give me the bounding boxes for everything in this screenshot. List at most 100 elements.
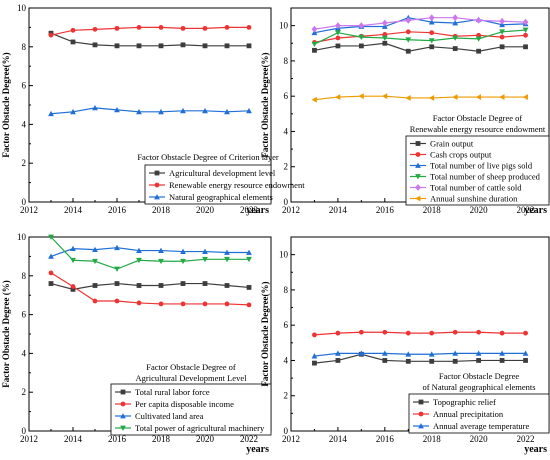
data-point: [499, 34, 505, 40]
data-point: [522, 94, 528, 100]
legend-marker: [415, 184, 421, 191]
series-line: [50, 32, 249, 47]
data-point: [246, 256, 252, 263]
data-point: [48, 110, 54, 117]
series-3: [48, 244, 252, 259]
data-point: [202, 107, 208, 114]
legend-label: Annual average temperature: [433, 421, 530, 431]
data-point: [92, 105, 98, 111]
series-2: [48, 270, 252, 308]
data-point: [92, 42, 98, 48]
legend-marker: [415, 195, 421, 202]
data-point: [335, 35, 341, 41]
data-point: [382, 329, 388, 335]
legend-marker: [154, 194, 160, 200]
y-axis-label: Factor Obstacle Degree (%): [1, 280, 11, 387]
y-tick-label: 0: [284, 197, 289, 207]
y-tick-label: 10: [17, 232, 27, 242]
series-6: [311, 93, 528, 103]
data-point: [224, 43, 230, 49]
data-point: [335, 30, 341, 36]
x-axis-label: years: [524, 444, 547, 455]
data-point: [312, 360, 317, 366]
series-line: [50, 247, 249, 257]
data-point: [70, 284, 76, 289]
data-point: [381, 19, 388, 27]
legend-marker: [120, 425, 126, 431]
x-tick-label: 2020: [470, 205, 489, 215]
legend-label: Total rural labor force: [135, 387, 210, 397]
data-point: [114, 25, 120, 31]
data-point: [136, 257, 142, 264]
series-line: [50, 236, 249, 270]
legend-label: Cultivated land area: [135, 411, 204, 421]
legend-label: Cash crops output: [430, 150, 492, 160]
data-point: [311, 96, 317, 103]
data-point: [246, 285, 252, 290]
data-point: [452, 350, 459, 356]
data-point: [180, 107, 186, 114]
x-tick-label: 2022: [517, 205, 535, 215]
y-tick-label: 2: [22, 158, 27, 168]
series-line: [50, 272, 250, 306]
data-point: [136, 43, 142, 49]
data-point: [405, 358, 411, 364]
y-tick-label: 2: [22, 387, 27, 397]
data-point: [452, 46, 458, 51]
series-2: [48, 25, 252, 38]
data-point: [382, 358, 388, 363]
data-point: [92, 298, 98, 304]
series-1: [312, 40, 528, 54]
y-tick-label: 8: [22, 42, 27, 52]
series-3: [48, 105, 252, 117]
data-point: [499, 94, 505, 100]
series-3: [311, 350, 529, 359]
data-point: [335, 94, 341, 100]
data-point: [381, 93, 388, 100]
y-axis-label: Factor Obstacle Degree(%): [260, 281, 270, 386]
data-point: [405, 330, 411, 336]
x-axis-label: years: [246, 205, 269, 216]
data-point: [70, 27, 76, 33]
data-point: [476, 48, 482, 54]
data-point: [429, 44, 435, 50]
data-point: [92, 26, 98, 32]
data-point: [522, 18, 529, 26]
data-point: [202, 43, 208, 49]
data-point: [70, 245, 76, 252]
x-tick-label: 2016: [376, 434, 395, 444]
data-point: [48, 32, 54, 38]
data-point: [522, 350, 529, 356]
x-tick-label: 2018: [423, 434, 442, 444]
data-point: [429, 30, 435, 36]
series-line: [50, 107, 250, 115]
data-point: [246, 43, 252, 49]
data-point: [335, 330, 341, 336]
legend-label: Agricultural development level: [169, 168, 276, 178]
data-point: [475, 36, 482, 42]
data-point: [499, 350, 505, 356]
data-point: [48, 270, 54, 276]
data-point: [523, 330, 528, 336]
data-point: [114, 43, 120, 49]
legend-marker: [120, 401, 126, 407]
chart-1: 2012 2014 2016 2018 2020 2022 0 2 4 6 8 10 Factor Ob…: [1, 3, 305, 216]
data-point: [311, 25, 318, 33]
data-point: [224, 108, 230, 115]
legend-label: Total number of sheep produced: [430, 172, 541, 182]
legend-marker: [418, 399, 424, 405]
series-line: [314, 42, 526, 52]
legend-title: of Natural geographical elements: [422, 382, 535, 392]
y-tick-label: 4: [284, 355, 289, 365]
legend-label: Renewable energy resource endowment: [169, 180, 305, 190]
y-tick-label: 4: [22, 119, 27, 129]
data-point: [180, 301, 186, 307]
legend-title: Factor Obstacle Degree of Criterion laye…: [137, 152, 279, 162]
data-point: [202, 281, 208, 286]
series-2: [312, 29, 528, 45]
data-point: [202, 248, 208, 254]
x-tick-label: 2014: [329, 205, 348, 215]
legend-marker: [415, 141, 421, 146]
series-line: [314, 95, 526, 101]
